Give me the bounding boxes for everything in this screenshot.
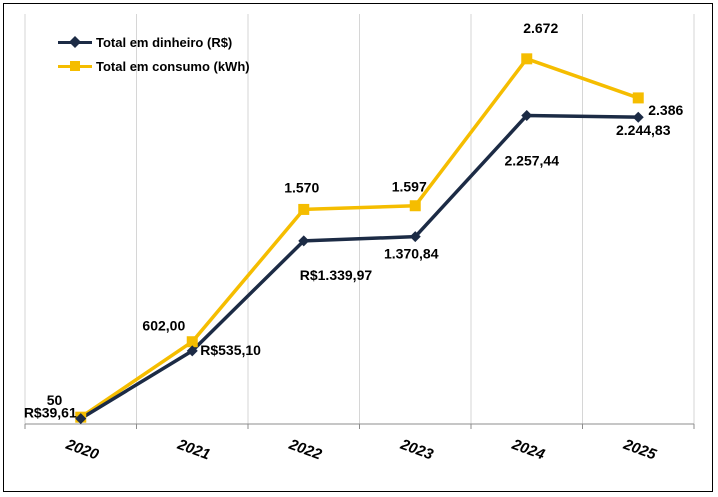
series-line-dinheiro	[79, 113, 639, 421]
legend-label-dinheiro: Total em dinheiro (R$)	[96, 34, 233, 50]
data-label-dinheiro: R$1.339,97	[300, 267, 373, 283]
data-point-dinheiro	[632, 111, 644, 123]
data-label-consumo: 2.386	[648, 102, 683, 118]
data-labels: R$39,61 R$535,10 R$1.339,97 1.370,84 2.257,4…	[24, 20, 684, 421]
x-axis	[24, 423, 695, 429]
legend: Total em dinheiro (R$) Total em consumo …	[58, 30, 250, 78]
data-point-consumo	[298, 203, 310, 215]
x-tick-label: 2021	[174, 436, 212, 464]
series-line-consumo	[79, 57, 639, 419]
data-label-consumo: 602,00	[142, 318, 185, 334]
data-point-dinheiro	[186, 345, 198, 357]
data-point-dinheiro	[409, 231, 421, 243]
x-tick-label: 2023	[397, 436, 436, 464]
x-tick-labels: 2020 2021 2022 2023 2024 2025	[63, 436, 659, 464]
legend-item-consumo: Total em consumo (kWh)	[58, 54, 250, 78]
data-label-consumo: 2.672	[523, 20, 558, 36]
legend-swatch-consumo	[58, 59, 92, 73]
data-label-dinheiro: 1.370,84	[384, 246, 439, 262]
data-label-dinheiro: R$39,61	[24, 405, 77, 421]
data-label-dinheiro: 2.244,83	[616, 122, 671, 138]
data-label-dinheiro: 2.257,44	[505, 152, 560, 168]
data-point-consumo	[409, 200, 421, 212]
data-point-dinheiro	[521, 109, 533, 121]
data-label-dinheiro: R$535,10	[200, 342, 261, 358]
grid-lines	[24, 14, 695, 424]
data-point-consumo	[186, 336, 198, 348]
data-label-consumo: 50	[47, 392, 63, 408]
legend-swatch-dinheiro	[58, 35, 92, 49]
legend-label-consumo: Total em consumo (kWh)	[96, 58, 250, 74]
data-label-consumo: 1.570	[284, 179, 319, 195]
x-tick-label: 2022	[286, 436, 325, 464]
legend-item-dinheiro: Total em dinheiro (R$)	[58, 30, 250, 54]
chart-frame: R$39,61 R$535,10 R$1.339,97 1.370,84 2.257,4…	[3, 3, 713, 492]
series-markers	[75, 53, 644, 425]
data-point-dinheiro	[298, 235, 310, 247]
series-lines	[79, 57, 639, 421]
data-point-dinheiro	[75, 413, 87, 425]
data-point-consumo	[521, 53, 533, 65]
x-tick-label: 2020	[63, 436, 102, 464]
data-label-consumo: 1.597	[392, 179, 427, 195]
line-chart: R$39,61 R$535,10 R$1.339,97 1.370,84 2.257,4…	[24, 14, 695, 464]
data-point-consumo	[632, 92, 644, 104]
x-tick-label: 2025	[620, 436, 659, 464]
x-tick-label: 2024	[509, 436, 548, 464]
